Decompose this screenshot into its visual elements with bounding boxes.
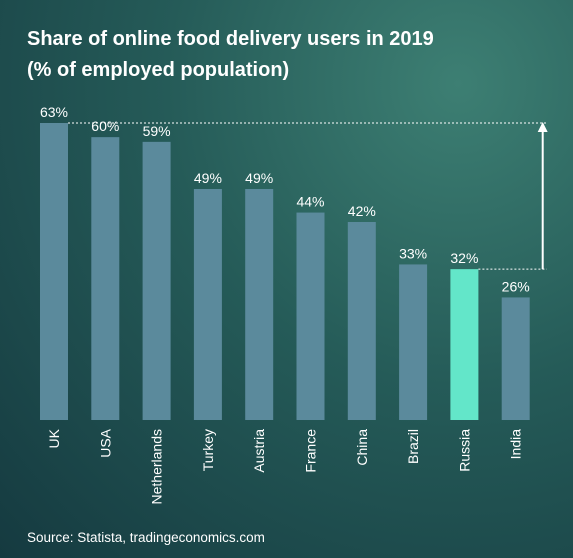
value-label-austria: 49% [245, 170, 273, 186]
bar-netherlands [142, 141, 171, 420]
bar-brazil [399, 264, 428, 420]
bar-turkey [193, 189, 222, 420]
category-label-turkey: Turkey [200, 429, 216, 471]
bar-france [296, 212, 325, 420]
chart-title: Share of online food delivery users in 2… [27, 24, 434, 86]
value-label-russia: 32% [450, 250, 478, 266]
value-label-india: 26% [502, 278, 530, 294]
category-label-usa: USA [97, 428, 113, 457]
value-label-usa: 60% [91, 118, 119, 134]
category-label-russia: Russia [456, 429, 472, 472]
bar-uk [40, 123, 68, 420]
value-label-uk: 63% [40, 104, 68, 120]
value-label-france: 44% [296, 194, 324, 210]
value-label-brazil: 33% [399, 245, 427, 261]
category-label-austria: Austria [251, 429, 267, 473]
value-label-turkey: 49% [194, 170, 222, 186]
bar-austria [245, 189, 274, 420]
chart-title-line1: Share of online food delivery users in 2… [27, 28, 434, 50]
bar-usa [91, 137, 120, 420]
category-label-france: France [303, 429, 319, 473]
chart-title-line2: (% of employed population) [27, 59, 290, 81]
bar-russia [450, 269, 479, 420]
category-label-netherlands: Netherlands [149, 429, 165, 505]
category-label-india: India [508, 429, 524, 460]
bar-china [347, 222, 376, 420]
category-label-uk: UK [46, 428, 62, 448]
category-label-china: China [354, 429, 370, 466]
value-label-netherlands: 59% [143, 123, 171, 139]
bar-india [501, 297, 530, 420]
source-note: Source: Statista, tradingeconomics.com [27, 530, 265, 545]
value-label-china: 42% [348, 203, 376, 219]
category-label-brazil: Brazil [405, 429, 421, 464]
